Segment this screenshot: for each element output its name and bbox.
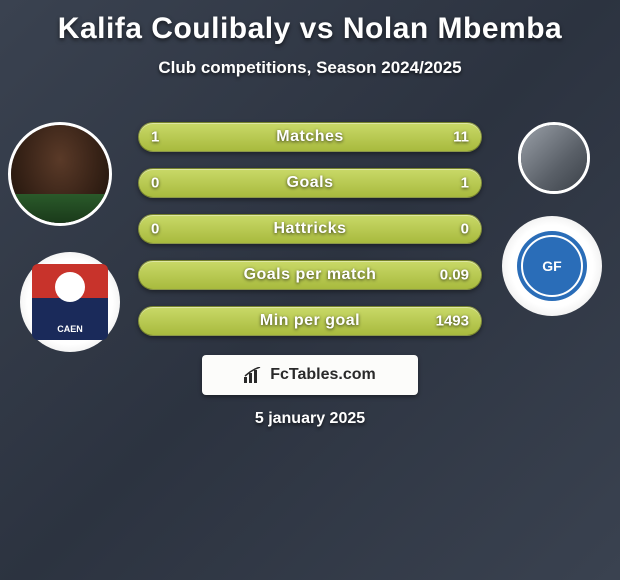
page-title: Kalifa Coulibaly vs Nolan Mbemba [0,0,620,46]
stat-row: 0 Hattricks 0 [138,214,482,244]
stat-label: Hattricks [274,220,347,238]
stat-row: 0 Goals 1 [138,168,482,198]
footer-brand-label: FcTables.com [270,366,376,384]
stat-right: 1 [461,175,469,192]
stat-left: 0 [151,221,159,238]
club-left-logo: CAEN [20,252,120,352]
stat-left: 1 [151,129,159,146]
chart-icon [244,367,264,383]
stat-left: 0 [151,175,159,192]
club-left-label: CAEN [57,324,83,334]
stat-label: Goals per match [244,266,377,284]
date-label: 5 january 2025 [0,410,620,428]
stat-row: Min per goal 1493 [138,306,482,336]
player-right-photo [518,122,590,194]
stat-right: 0.09 [440,267,469,284]
stat-row: 1 Matches 11 [138,122,482,152]
stat-right: 1493 [436,313,469,330]
player-left-photo [8,122,112,226]
stat-label: Matches [276,128,344,146]
stat-row: Goals per match 0.09 [138,260,482,290]
stats-table: 1 Matches 11 0 Goals 1 0 Hattricks 0 Goa… [138,122,482,352]
club-right-label: GF [542,258,561,274]
stat-right: 11 [453,129,469,146]
stat-label: Min per goal [260,312,360,330]
club-right-logo: GF [502,216,602,316]
stat-right: 0 [461,221,469,238]
stat-label: Goals [287,174,334,192]
footer-brand-badge: FcTables.com [202,355,418,395]
subtitle: Club competitions, Season 2024/2025 [0,58,620,78]
